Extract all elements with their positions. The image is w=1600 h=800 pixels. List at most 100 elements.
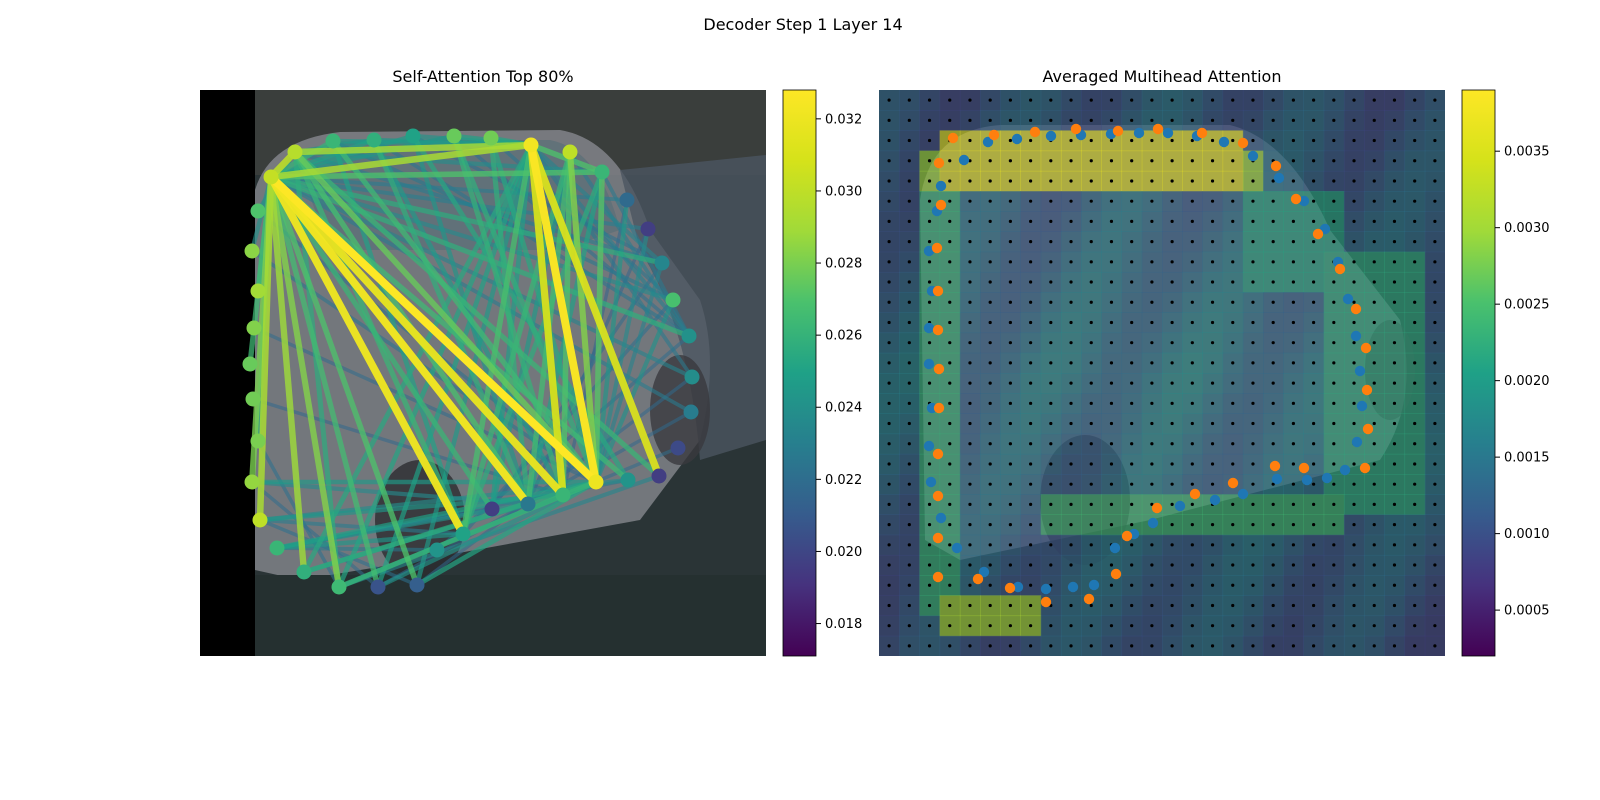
grid-dot [1130,563,1134,567]
attention-edge [267,173,343,591]
grid-dot [1413,179,1417,183]
grid-dot [968,300,972,304]
grid-dot [1291,543,1295,547]
grid-dot [887,482,891,486]
blue-keypoint [1339,464,1351,476]
grid-dot [1008,240,1012,244]
grid-dot [1413,401,1417,405]
grid-dot [1392,502,1397,506]
grid-dot [1150,462,1154,466]
grid-dot [1008,502,1012,506]
grid-dot [1049,442,1053,446]
blue-keypoint [1273,172,1285,184]
grid-dot [1271,341,1275,345]
grid-dot [988,603,992,608]
grid-dot [1089,260,1093,264]
grid-dot [1352,280,1356,284]
grid-dot [1251,240,1255,244]
grid-dot [1008,381,1012,385]
grid-dot [1190,341,1194,345]
grid-dot [1413,300,1417,304]
grid-dot [1049,280,1053,284]
grid-dot [1352,603,1356,608]
grid-dot [1312,361,1316,365]
attention-node [287,144,303,160]
grid-dot [1089,523,1093,527]
blue-keypoint [958,154,970,166]
attention-node [562,144,578,160]
grid-dot [1210,381,1215,385]
grid-dot [1413,523,1417,527]
grid-dot [907,644,911,648]
grid-dot [1271,583,1275,587]
grid-dot [1433,260,1437,264]
colorbar-tick-label: 0.030 [825,184,862,199]
grid-dot [927,199,932,203]
grid-dot [1352,341,1356,345]
grid-dot [1231,118,1235,122]
grid-dot [1291,320,1295,325]
grid-dot [1049,563,1053,567]
grid-dot [1352,523,1356,527]
grid-dot [1008,361,1012,365]
grid-dot [1210,320,1215,325]
grid-dot [1069,138,1073,143]
grid-dot [1291,300,1295,304]
grid-dot [988,179,992,183]
grid-dot [1069,381,1073,385]
grid-dot [1433,118,1437,122]
grid-dot [1291,260,1295,264]
attention-node [588,474,604,490]
grid-dot [1231,523,1235,527]
grid-dot [927,219,932,223]
grid-dot [1008,644,1012,648]
grid-dot [1150,644,1154,648]
grid-dot [1170,502,1174,506]
grid-dot [1049,260,1053,264]
grid-dot [1271,280,1275,284]
grid-dot [1312,401,1316,405]
grid-dot [1109,381,1114,385]
grid-dot [1210,300,1215,304]
attention-edge [268,174,695,380]
grid-dot [948,624,952,628]
grid-dot [1150,624,1154,628]
grid-dot [1089,138,1093,143]
grid-dot [1332,502,1336,506]
grid-dot [1210,361,1215,365]
grid-dot [927,138,932,143]
grid-dot [948,381,952,385]
grid-dot [948,240,952,244]
grid-dot [907,462,911,466]
grid-dot [968,98,972,102]
grid-dot [1291,624,1295,628]
grid-dot [1089,341,1093,345]
grid-dot [1332,341,1336,345]
grid-dot [1029,260,1033,264]
blue-keypoint [951,542,963,554]
grid-dot [887,563,891,567]
grid-dot [1109,644,1114,648]
grid-dot [1130,240,1134,244]
attention-edge [267,173,308,576]
grid-dot [1231,603,1235,608]
grid-dot [1049,502,1053,506]
grid-dot [1210,421,1215,426]
grid-dot [1190,361,1194,365]
grid-dot [1029,563,1033,567]
grid-dot [1029,280,1033,284]
attention-node [683,404,699,420]
grid-dot [1352,502,1356,506]
grid-dot [1150,260,1154,264]
attention-edge [267,141,535,181]
grid-dot [1069,361,1073,365]
grid-dots [887,98,1437,648]
grid-dot [1251,320,1255,325]
grid-dot [1049,341,1053,345]
grid-dot [1271,543,1275,547]
grid-dot [1372,462,1376,466]
grid-dot [1130,159,1134,163]
grid-dot [1372,199,1376,203]
grid-dot [1130,644,1134,648]
